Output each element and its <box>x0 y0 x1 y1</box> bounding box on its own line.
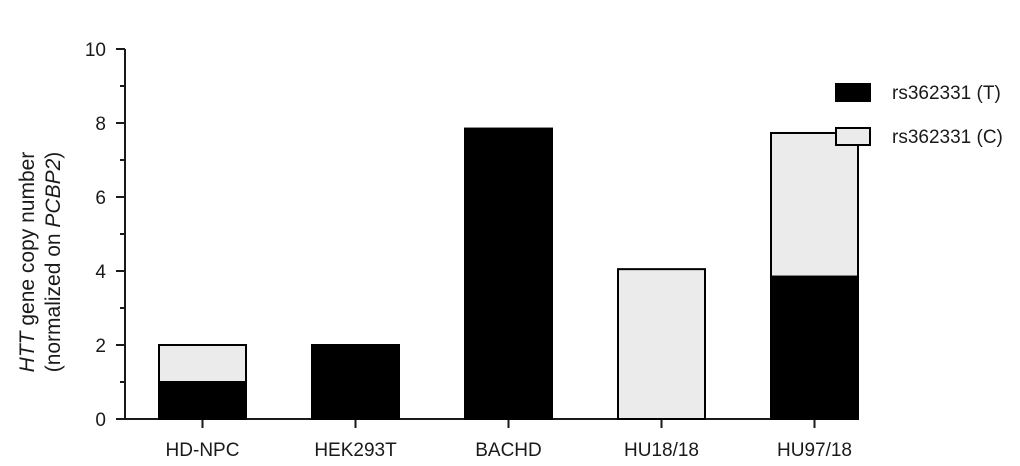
bar-t-hd-npc <box>158 381 247 420</box>
bar-t-hek293t <box>311 344 400 420</box>
y-tick-label: 10 <box>85 40 106 61</box>
y-tick-label: 6 <box>95 188 106 209</box>
legend: rs362331 (T) rs362331 (C) <box>835 83 1003 148</box>
x-tick-label: HU18/18 <box>624 440 699 461</box>
y-axis-label-line2: (normalized on PCBP2) <box>42 152 65 373</box>
category-labels: HD-NPC HEK293T BACHD HU18/18 HU97/18 <box>166 440 852 461</box>
legend-swatch <box>835 83 871 102</box>
bar-c-hd-npc <box>158 344 247 383</box>
legend-swatch <box>835 127 871 146</box>
y-tick-label: 8 <box>95 114 106 135</box>
x-tick-label: HEK293T <box>314 440 397 461</box>
bar-t-bachd <box>464 127 553 421</box>
bar-c-hu18-18 <box>617 268 706 420</box>
y-tick-label: 2 <box>95 336 106 357</box>
legend-label: rs362331 (C) <box>892 127 1003 148</box>
y-axis-label-line1: HTT gene copy number <box>16 152 39 373</box>
y-tick-label: 4 <box>95 262 106 283</box>
x-tick-label: HD-NPC <box>166 440 240 461</box>
bars <box>158 127 859 421</box>
bar-c-hu97-18 <box>770 131 859 278</box>
legend-label: rs362331 (T) <box>892 83 1001 104</box>
x-tick-label: BACHD <box>475 440 542 461</box>
y-tick-label: 0 <box>95 410 106 431</box>
x-tick-label: HU97/18 <box>777 440 852 461</box>
bar-t-hu97-18 <box>770 275 859 420</box>
